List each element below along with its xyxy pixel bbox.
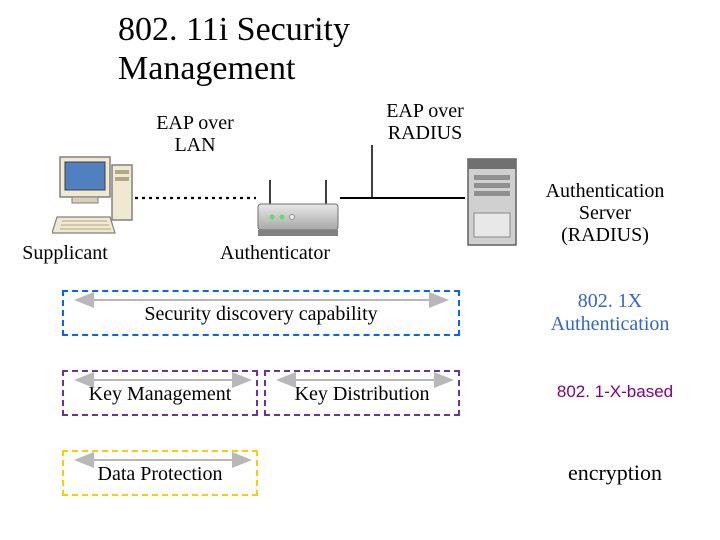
arrows — [0, 0, 720, 540]
